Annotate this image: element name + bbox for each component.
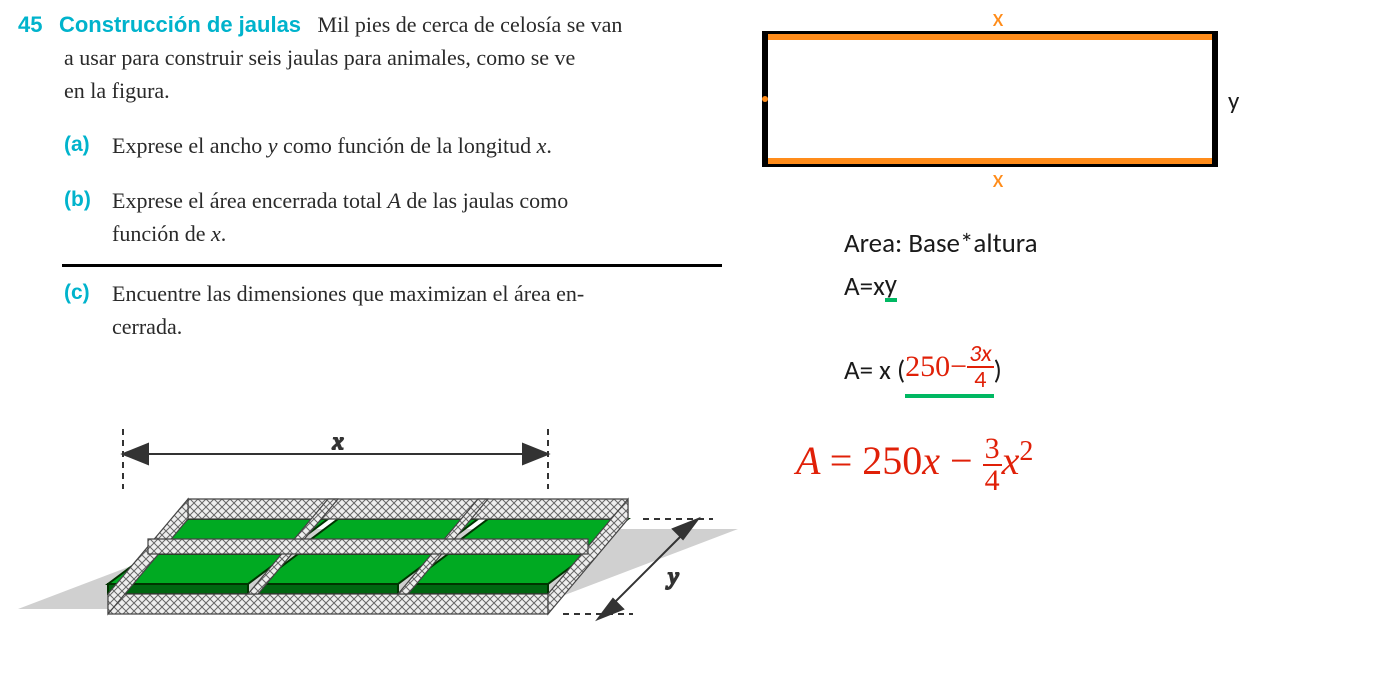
cage-svg: x y (18, 359, 758, 639)
problem-statement: 45 Construcción de jaulas Mil pies de ce… (0, 0, 740, 691)
area-notes: Area: Base*altura A=x y A= x ( 250 − 3x … (760, 222, 1369, 398)
cage-figure: x y (18, 359, 728, 639)
rect-left-tick (762, 96, 768, 102)
part-a: (a) Exprese el ancho y como función de l… (18, 129, 728, 162)
note-area-formula: Area: Base*altura (844, 222, 1369, 265)
problem-intro-line1: 45 Construcción de jaulas Mil pies de ce… (18, 8, 728, 41)
part-a-label: (a) (64, 129, 112, 162)
rect-border (765, 34, 1215, 164)
part-c: (c) Encuentre las dimensiones que maximi… (18, 277, 728, 343)
rect-label-top: x (993, 4, 1004, 33)
note-a-substituted: A= x ( 250 − 3x 4 ) (844, 342, 1369, 398)
rect-label-bottom: x (993, 163, 1004, 189)
divider-line (62, 264, 722, 267)
rectangle-diagram: x x y (760, 4, 1369, 194)
y-underlined: y (885, 271, 897, 302)
part-b-text: Exprese el área encerrada total A de las… (112, 184, 728, 250)
solution-panel: x x y Area: Base*altura A=x y A= (740, 0, 1389, 691)
note-a-xy: A=x y (844, 265, 1369, 308)
rect-label-right: y (1228, 85, 1240, 116)
part-a-text: Exprese el ancho y como función de la lo… (112, 129, 728, 162)
intro-text-1: Mil pies de cerca de celosía se van (318, 12, 623, 37)
problem-title: Construcción de jaulas (59, 12, 301, 37)
x-dimension: x (123, 429, 548, 489)
problem-number: 45 (18, 12, 42, 37)
y-label: y (666, 564, 679, 590)
intro-text-3: en la figura. (18, 74, 728, 107)
part-c-text: Encuentre las dimensiones que maximizan … (112, 277, 728, 343)
intro-text-2: a usar para construir seis jaulas para a… (18, 41, 728, 74)
part-b: (b) Exprese el área encerrada total A de… (18, 184, 728, 250)
x-label: x (332, 429, 344, 455)
final-equation: A = 250x − 3 4 x2 (760, 434, 1369, 496)
cage-cells (108, 519, 628, 594)
rect-svg: x x y (760, 4, 1250, 189)
part-c-label: (c) (64, 277, 112, 343)
part-b-label: (b) (64, 184, 112, 250)
